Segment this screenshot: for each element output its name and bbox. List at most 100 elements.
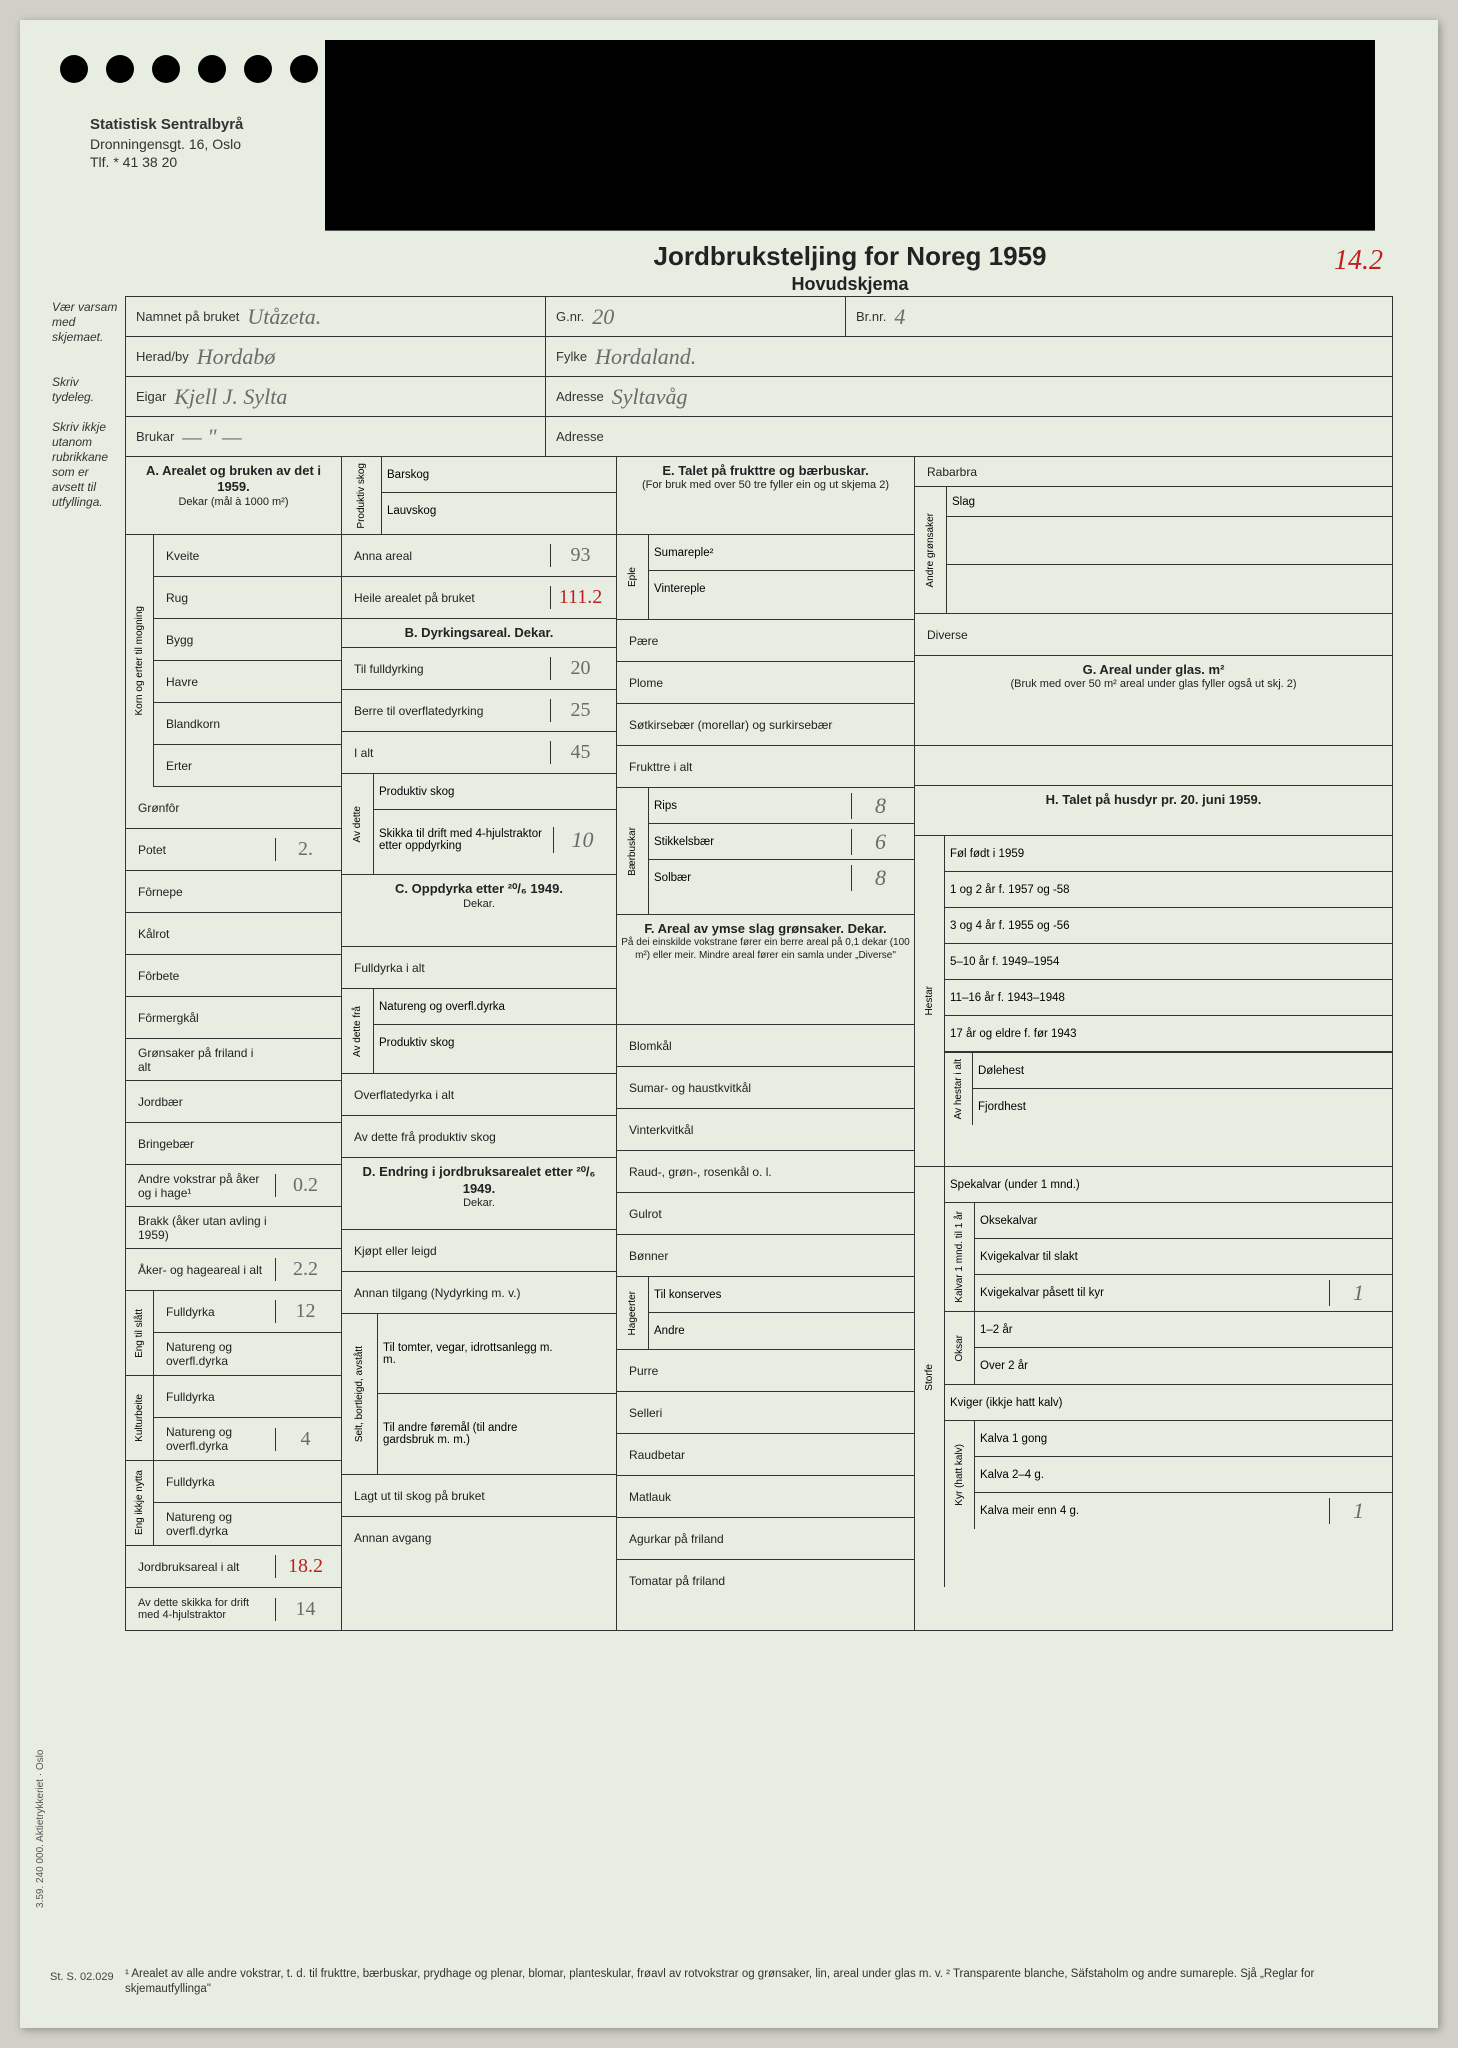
- label-frukttre: Frukttre i alt: [623, 758, 848, 776]
- label-brnr: Br.nr.: [856, 309, 886, 324]
- value-adresse: Syltavåg: [612, 384, 1382, 410]
- label-kviger: Kviger (ikkje hatt kalv): [950, 1397, 1329, 1409]
- label-f-vinter: Vinterkvitkål: [623, 1121, 848, 1139]
- label-c-prodskog: Produktiv skog: [379, 1037, 553, 1049]
- label-kalva4: Kalva meir enn 4 g.: [980, 1505, 1329, 1517]
- label-av-dette-skikka: Av dette skikka for drift med 4-hjulstra…: [132, 1595, 275, 1623]
- section-g-title: G. Areal under glas. m²: [1083, 662, 1225, 677]
- produktiv-side: Produktiv skog: [356, 463, 367, 529]
- value-solbaer: 8: [851, 865, 909, 891]
- label-bygg: Bygg: [160, 631, 275, 649]
- form-title: Jordbruksteljing for Noreg 1959: [325, 241, 1375, 272]
- label-fulldyrking: Til fulldyrking: [348, 660, 550, 678]
- label-brukar: Brukar: [136, 429, 174, 444]
- label-r17: 17 år og eldre f. før 1943: [950, 1028, 1329, 1040]
- header-row-3: Eigar Kjell J. Sylta Adresse Syltavåg: [126, 377, 1392, 417]
- label-slag: Slag: [952, 496, 1329, 508]
- value-heile: 111.2: [550, 586, 610, 609]
- label-r5-10: 5–10 år f. 1949–1954: [950, 956, 1329, 968]
- label-solbaer: Solbær: [654, 872, 851, 884]
- label-heile: Heile arealet på bruket: [348, 589, 550, 607]
- label-barskog: Barskog: [387, 469, 553, 481]
- label-lauvskog: Lauvskog: [387, 505, 553, 517]
- label-kvigekalvar-slakt: Kvigekalvar til slakt: [980, 1251, 1329, 1263]
- eng-slatt-side: Eng til slått: [134, 1309, 145, 1358]
- label-eng-ikkje-nat: Natureng og overfl.dyrka: [160, 1508, 275, 1540]
- section-a-sub: Dekar (mål à 1000 m²): [130, 496, 337, 510]
- label-brakk: Brakk (åker utan avling i 1959): [132, 1212, 275, 1244]
- label-kultur-full: Fulldyrka: [160, 1388, 275, 1406]
- label-natureng: Natureng og overfl.dyrka: [160, 1338, 275, 1370]
- label-blomkal: Blomkål: [623, 1037, 848, 1055]
- label-adresse2: Adresse: [556, 429, 604, 444]
- storfe-side: Storfe: [924, 1364, 935, 1391]
- label-gulrot: Gulrot: [623, 1205, 848, 1223]
- label-vinter: Vintereple: [654, 583, 851, 595]
- label-agurkar: Agurkar på friland: [623, 1530, 848, 1548]
- hage-side: Hageerter: [627, 1291, 638, 1335]
- eple-side: Eple: [627, 567, 638, 587]
- value-stikkels: 6: [851, 829, 909, 855]
- label-forbete: Fôrbete: [132, 967, 275, 985]
- label-kalrot: Kålrot: [132, 925, 275, 943]
- label-d-annan-tilgang: Annan tilgang (Nydyrking m. v.): [348, 1284, 550, 1302]
- label-fornepe: Fôrnepe: [132, 883, 275, 901]
- value-anna: 93: [550, 544, 610, 567]
- form-page: Statistisk Sentralbyrå Dronningensgt. 16…: [20, 20, 1438, 2028]
- value-potet: 2.: [275, 838, 335, 861]
- label-kvigekalvar-kyr: Kvigekalvar påsett til kyr: [980, 1287, 1329, 1299]
- section-a-title: A. Arealet og bruken av det i 1959.: [146, 463, 321, 494]
- value-fulldyrking: 20: [550, 657, 610, 680]
- label-r1-2ar: 1–2 år: [980, 1324, 1329, 1336]
- label-raudbetar: Raudbetar: [623, 1446, 848, 1464]
- label-dole: Dølehest: [978, 1065, 1329, 1077]
- label-konserves: Til konserves: [654, 1289, 851, 1301]
- value-jordbruks-ialt: 18.2: [275, 1555, 335, 1578]
- column-a: A. Arealet og bruken av det i 1959. Deka…: [126, 457, 342, 1630]
- footnote: ¹ Arealet av alle andre vokstrar, t. d. …: [125, 1967, 1393, 1998]
- value-kalva4: 1: [1329, 1498, 1387, 1524]
- label-d-lagt-ut: Lagt ut til skog på bruket: [348, 1487, 550, 1505]
- margin-note-3: Skriv ikkje utanom rubrikkane som er avs…: [52, 420, 122, 510]
- label-gronfor: Grønfôr: [132, 799, 275, 817]
- section-b-title: B. Dyrkingsareal. Dekar.: [342, 619, 616, 648]
- value-gnr: 20: [592, 304, 835, 330]
- label-oksekalvar: Oksekalvar: [980, 1215, 1329, 1227]
- label-d-annan-avgang: Annan avgang: [348, 1529, 550, 1547]
- label-gronsaker: Grønsaker på friland i alt: [132, 1044, 275, 1076]
- section-e-title: E. Talet på frukttre og bærbuskar.: [662, 463, 868, 478]
- value-herad: Hordabø: [197, 344, 535, 370]
- agency-addr: Dronningensgt. 16, Oslo: [90, 135, 243, 153]
- label-kalva24: Kalva 2–4 g.: [980, 1469, 1329, 1481]
- label-havre: Havre: [160, 673, 275, 691]
- value-andre-vokstrar: 0.2: [275, 1174, 335, 1197]
- main-form: Namnet på bruket Utåzeta. G.nr. 20 Br.nr…: [125, 296, 1393, 1631]
- d-selt-side: Selt, bortleigd, avstått: [354, 1346, 365, 1442]
- section-e-sub: (For bruk med over 50 tre fyller ein og …: [621, 479, 910, 493]
- label-fol: Føl født i 1959: [950, 848, 1329, 860]
- label-blandkorn: Blandkorn: [160, 715, 275, 733]
- label-erter: Erter: [160, 757, 275, 775]
- label-kultur-nat: Natureng og overfl.dyrka: [160, 1423, 275, 1455]
- label-fylke: Fylke: [556, 349, 587, 364]
- section-f-title: F. Areal av ymse slag grønsaker. Dekar.: [644, 921, 886, 936]
- agency-name: Statistisk Sentralbyrå: [90, 115, 243, 135]
- column-ef: E. Talet på frukttre og bærbuskar. (For …: [617, 457, 915, 1630]
- label-adresse: Adresse: [556, 389, 604, 404]
- eng-ikkje-side: Eng ikkje nytta: [134, 1470, 145, 1535]
- main-grid: A. Arealet og bruken av det i 1959. Deka…: [126, 457, 1392, 1630]
- value-brukar: — " —: [182, 424, 535, 450]
- label-namnet: Namnet på bruket: [136, 309, 239, 324]
- value-rips: 8: [851, 793, 909, 819]
- value-av-dette-skikka: 14: [275, 1598, 335, 1621]
- b-av-dette-side: Av dette: [352, 806, 363, 843]
- header-row-1: Namnet på bruket Utåzeta. G.nr. 20 Br.nr…: [126, 297, 1392, 337]
- value-berre: 25: [550, 699, 610, 722]
- value-brnr: 4: [894, 304, 1382, 330]
- label-d-tomter: Til tomter, vegar, idrottsanlegg m. m.: [383, 1342, 553, 1366]
- label-f-andre: Andre: [654, 1325, 851, 1337]
- label-selleri: Selleri: [623, 1404, 848, 1422]
- label-fjord: Fjordhest: [978, 1101, 1329, 1113]
- label-andre-vokstrar: Andre vokstrar på åker og i hage¹: [132, 1170, 275, 1202]
- section-f-sub: På dei einskilde vokstrane fører ein ber…: [621, 937, 910, 962]
